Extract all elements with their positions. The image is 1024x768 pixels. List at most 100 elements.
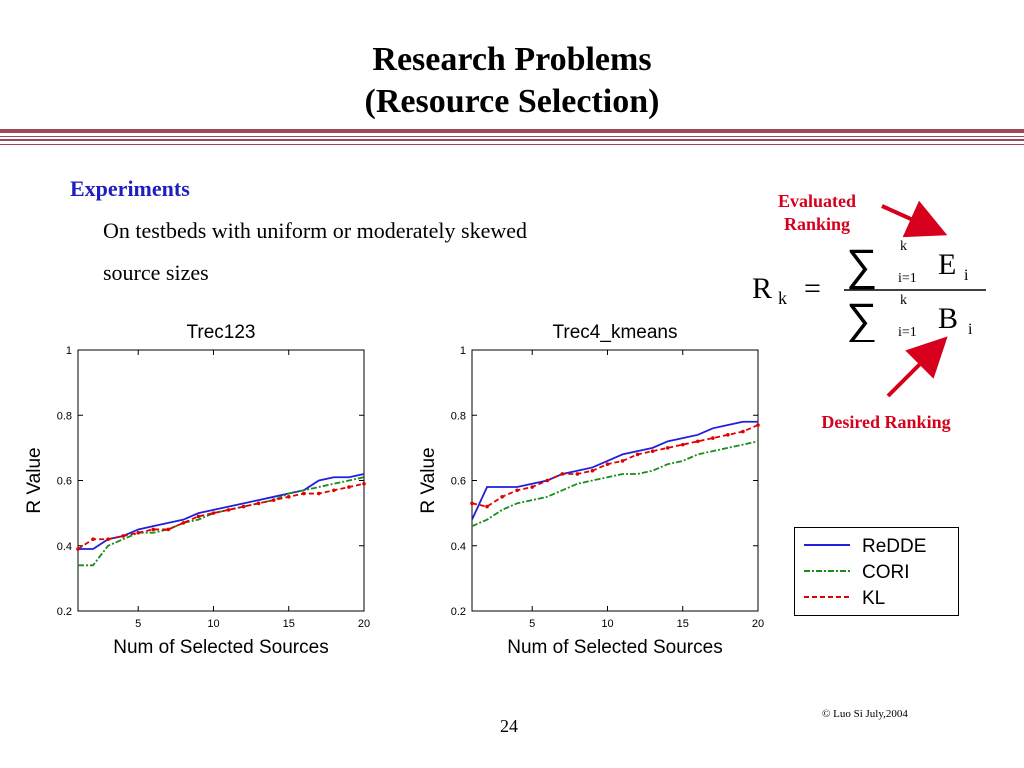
x-tick-label: 15 xyxy=(677,618,689,630)
series-point-kl xyxy=(590,468,595,473)
series-point-kl xyxy=(241,504,246,509)
numerator-sub: i=1 xyxy=(898,271,917,286)
series-point-kl xyxy=(196,514,201,519)
chart-legend: ReDDE CORI KL xyxy=(794,527,959,616)
body-text-line2: source sizes xyxy=(103,260,209,285)
y-tick-label: 0.4 xyxy=(451,541,466,553)
series-point-kl xyxy=(530,485,535,489)
series-point-kl xyxy=(151,527,156,532)
slide-title-line2: (Resource Selection) xyxy=(364,83,660,120)
series-point-kl xyxy=(545,478,550,483)
chart-title: Trec123 xyxy=(187,322,256,343)
x-tick-label: 5 xyxy=(529,618,535,630)
evaluated-arrow xyxy=(881,200,948,238)
series-point-kl xyxy=(76,547,80,551)
series-point-kl xyxy=(726,433,730,437)
formula: R k = ∑ k i=1 E i ∑ k i=1 B i xyxy=(752,239,986,342)
series-point-kl xyxy=(362,481,366,486)
x-tick-label: 5 xyxy=(135,618,141,630)
x-tick-label: 10 xyxy=(601,618,613,630)
copyright-text: © Luo Si July,2004 xyxy=(822,708,908,720)
series-point-kl xyxy=(332,488,336,493)
chart-title: Trec4_kmeans xyxy=(553,322,678,343)
series-line-cori xyxy=(471,440,759,528)
denominator-sub: i=1 xyxy=(898,325,917,340)
series-line-cori xyxy=(78,476,365,567)
series-point-kl xyxy=(347,485,351,489)
denominator-var-sub: i xyxy=(968,321,973,338)
plot-area xyxy=(77,349,365,612)
series-line-kl xyxy=(77,482,365,550)
series-point-kl xyxy=(301,491,306,496)
series-point-kl xyxy=(256,501,261,506)
series-point-kl xyxy=(485,504,489,509)
formula-equals: = xyxy=(804,272,821,305)
x-tick-label: 15 xyxy=(283,618,295,630)
y-tick-label: 1 xyxy=(460,345,466,357)
series-point-kl xyxy=(166,527,171,532)
series-point-kl xyxy=(650,449,655,453)
series-point-kl xyxy=(211,511,216,515)
series-point-kl xyxy=(635,452,640,457)
numerator-var-sub: i xyxy=(964,267,969,284)
series-line-redde xyxy=(471,420,758,521)
series-point-kl xyxy=(515,488,519,493)
series-point-kl xyxy=(181,521,186,525)
formula-lhs-sub: k xyxy=(778,288,787,308)
x-tick-label: 20 xyxy=(752,618,764,630)
series-line-kl xyxy=(471,424,759,508)
series-point-kl xyxy=(106,537,110,542)
series-point-kl xyxy=(271,498,276,502)
x-axis-label: Num of Selected Sources xyxy=(507,637,722,658)
denominator-sigma: ∑ xyxy=(846,295,877,342)
series-point-kl xyxy=(226,508,231,512)
legend-label-kl: KL xyxy=(862,588,885,609)
numerator-sup: k xyxy=(900,239,907,254)
series-point-kl xyxy=(620,459,625,463)
x-tick-label: 20 xyxy=(358,618,370,630)
x-axis-label: Num of Selected Sources xyxy=(113,637,328,658)
y-axis-label: R Value xyxy=(418,447,439,513)
x-tick-label: 10 xyxy=(207,618,219,630)
series-point-kl xyxy=(665,446,670,450)
legend-label-cori: CORI xyxy=(862,562,910,583)
desired-arrow xyxy=(886,336,948,398)
numerator-var: E xyxy=(938,248,956,281)
desired-ranking-label: Desired Ranking xyxy=(821,412,951,432)
plot-area xyxy=(471,349,759,612)
series-point-kl xyxy=(741,429,745,434)
series-point-kl xyxy=(605,462,610,466)
series-point-kl xyxy=(121,534,125,538)
y-axis-label: R Value xyxy=(24,447,45,513)
slide-title-line1: Research Problems xyxy=(372,41,652,78)
series-point-kl xyxy=(756,423,760,427)
y-tick-label: 0.6 xyxy=(57,476,72,488)
y-tick-label: 0.2 xyxy=(57,606,72,618)
evaluated-ranking-label: Evaluated Ranking xyxy=(777,191,856,234)
series-point-kl xyxy=(91,537,95,542)
numerator-sigma: ∑ xyxy=(846,241,877,290)
formula-lhs: R xyxy=(752,272,772,305)
y-tick-label: 0.4 xyxy=(57,541,72,553)
series-point-kl xyxy=(500,495,504,499)
series-point-kl xyxy=(317,491,321,496)
series-point-kl xyxy=(695,439,700,444)
body-text-line1: On testbeds with uniform or moderately s… xyxy=(103,218,528,243)
series-point-kl xyxy=(711,436,715,440)
denominator-sup: k xyxy=(900,293,907,308)
y-tick-label: 0.8 xyxy=(57,410,72,422)
section-heading: Experiments xyxy=(70,176,190,201)
y-tick-label: 0.8 xyxy=(451,410,466,422)
y-tick-label: 1 xyxy=(66,345,72,357)
series-point-kl xyxy=(136,530,141,535)
page-number: 24 xyxy=(500,716,518,736)
y-tick-label: 0.2 xyxy=(451,606,466,618)
series-point-kl xyxy=(575,472,580,476)
series-point-kl xyxy=(680,442,685,447)
y-tick-label: 0.6 xyxy=(451,476,466,488)
series-point-kl xyxy=(470,501,474,506)
denominator-var: B xyxy=(938,302,958,335)
series-point-kl xyxy=(560,472,565,476)
